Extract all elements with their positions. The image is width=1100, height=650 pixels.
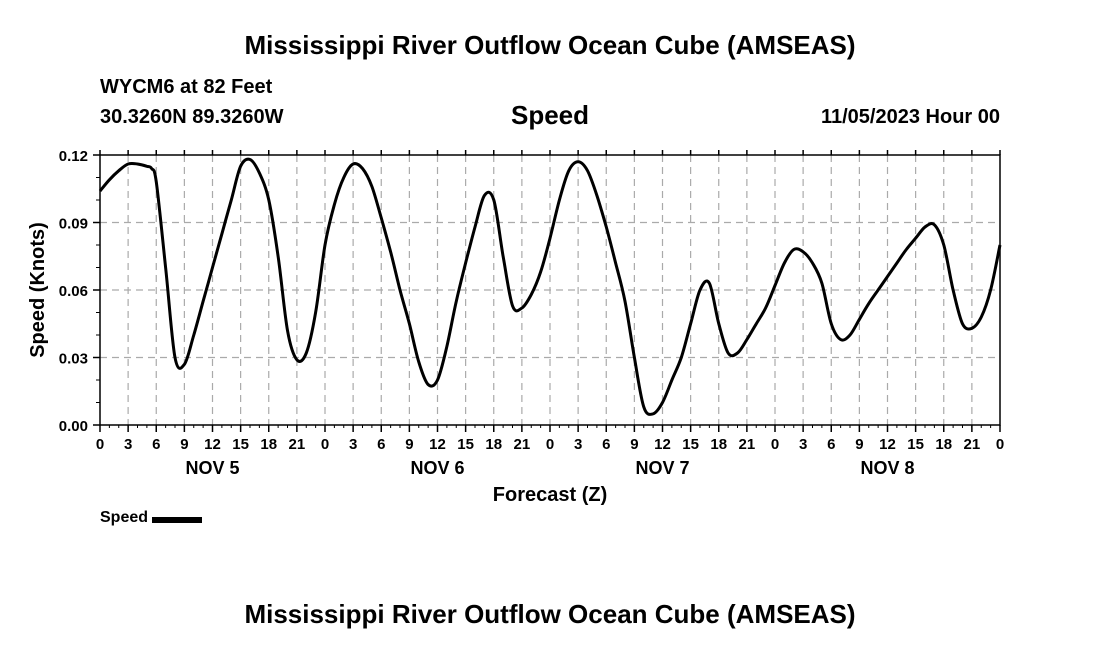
repeat-chart-title: Mississippi River Outflow Ocean Cube (AM… (244, 599, 856, 629)
x-tick-label: 15 (457, 436, 474, 453)
x-tick-label: 21 (289, 436, 306, 453)
day-label: NOV 7 (635, 458, 689, 478)
x-tick-label: 6 (602, 436, 610, 453)
x-tick-label: 3 (799, 436, 807, 453)
y-tick-label: 0.12 (59, 148, 88, 165)
station-label: WYCM6 at 82 Feet (100, 76, 273, 98)
x-tick-label: 21 (739, 436, 756, 453)
x-tick-label: 9 (405, 436, 413, 453)
variable-label: Speed (510, 100, 590, 130)
y-tick-label: 0.09 (59, 216, 88, 233)
x-tick-label: 12 (654, 436, 671, 453)
x-tick-label: 3 (124, 436, 132, 453)
x-tick-label: 6 (827, 436, 835, 453)
x-tick-label: 18 (485, 436, 502, 453)
y-tick-label: 0.06 (59, 283, 88, 300)
day-label: NOV 5 (185, 458, 239, 478)
x-tick-label: 12 (879, 436, 896, 453)
x-tick-label: 0 (771, 436, 779, 453)
axis-labels: 0.00 0.03 0.06 0.09 0.12 0 3 6 9 12 15 18 21 0 3 6 9 12 15… (59, 148, 1004, 478)
legend-label-speed: Speed (100, 509, 149, 526)
y-axis-label: Speed (Knots) (27, 222, 49, 358)
x-tick-label: 0 (996, 436, 1004, 453)
axis-ticks (93, 150, 1001, 432)
x-tick-label: 12 (429, 436, 446, 453)
x-tick-label: 21 (514, 436, 531, 453)
legend-swatch-speed (152, 516, 203, 523)
x-tick-label: 3 (574, 436, 582, 453)
x-tick-label: 18 (260, 436, 277, 453)
y-tick-label: 0.03 (59, 351, 88, 368)
x-tick-label: 0 (546, 436, 554, 453)
x-tick-label: 0 (96, 436, 104, 453)
coordinates-label: 30.3260N 89.3260W (100, 106, 284, 128)
day-label: NOV 6 (410, 458, 464, 478)
x-axis-label: Forecast (Z) (493, 484, 607, 506)
x-tick-label: 15 (232, 436, 249, 453)
grid (100, 154, 1000, 425)
x-tick-label: 6 (377, 436, 385, 453)
x-tick-label: 3 (349, 436, 357, 453)
datetime-label: 11/05/2023 Hour 00 (820, 106, 1000, 128)
x-tick-label: 12 (204, 436, 221, 453)
x-tick-label: 9 (180, 436, 188, 453)
x-tick-label: 15 (682, 436, 699, 453)
x-tick-label: 18 (935, 436, 952, 453)
x-tick-label: 9 (630, 436, 638, 453)
x-tick-label: 18 (710, 436, 727, 453)
day-label: NOV 8 (860, 458, 914, 478)
series-line-speed (98, 157, 1002, 416)
x-tick-label: 0 (321, 436, 329, 453)
x-tick-label: 6 (152, 436, 160, 453)
chart-title: Mississippi River Outflow Ocean Cube (AM… (244, 30, 856, 60)
x-tick-label: 15 (907, 436, 924, 453)
x-tick-label: 9 (855, 436, 863, 453)
legend: Speed (100, 509, 203, 527)
x-tick-label: 21 (964, 436, 981, 453)
y-tick-label: 0.00 (59, 418, 88, 435)
